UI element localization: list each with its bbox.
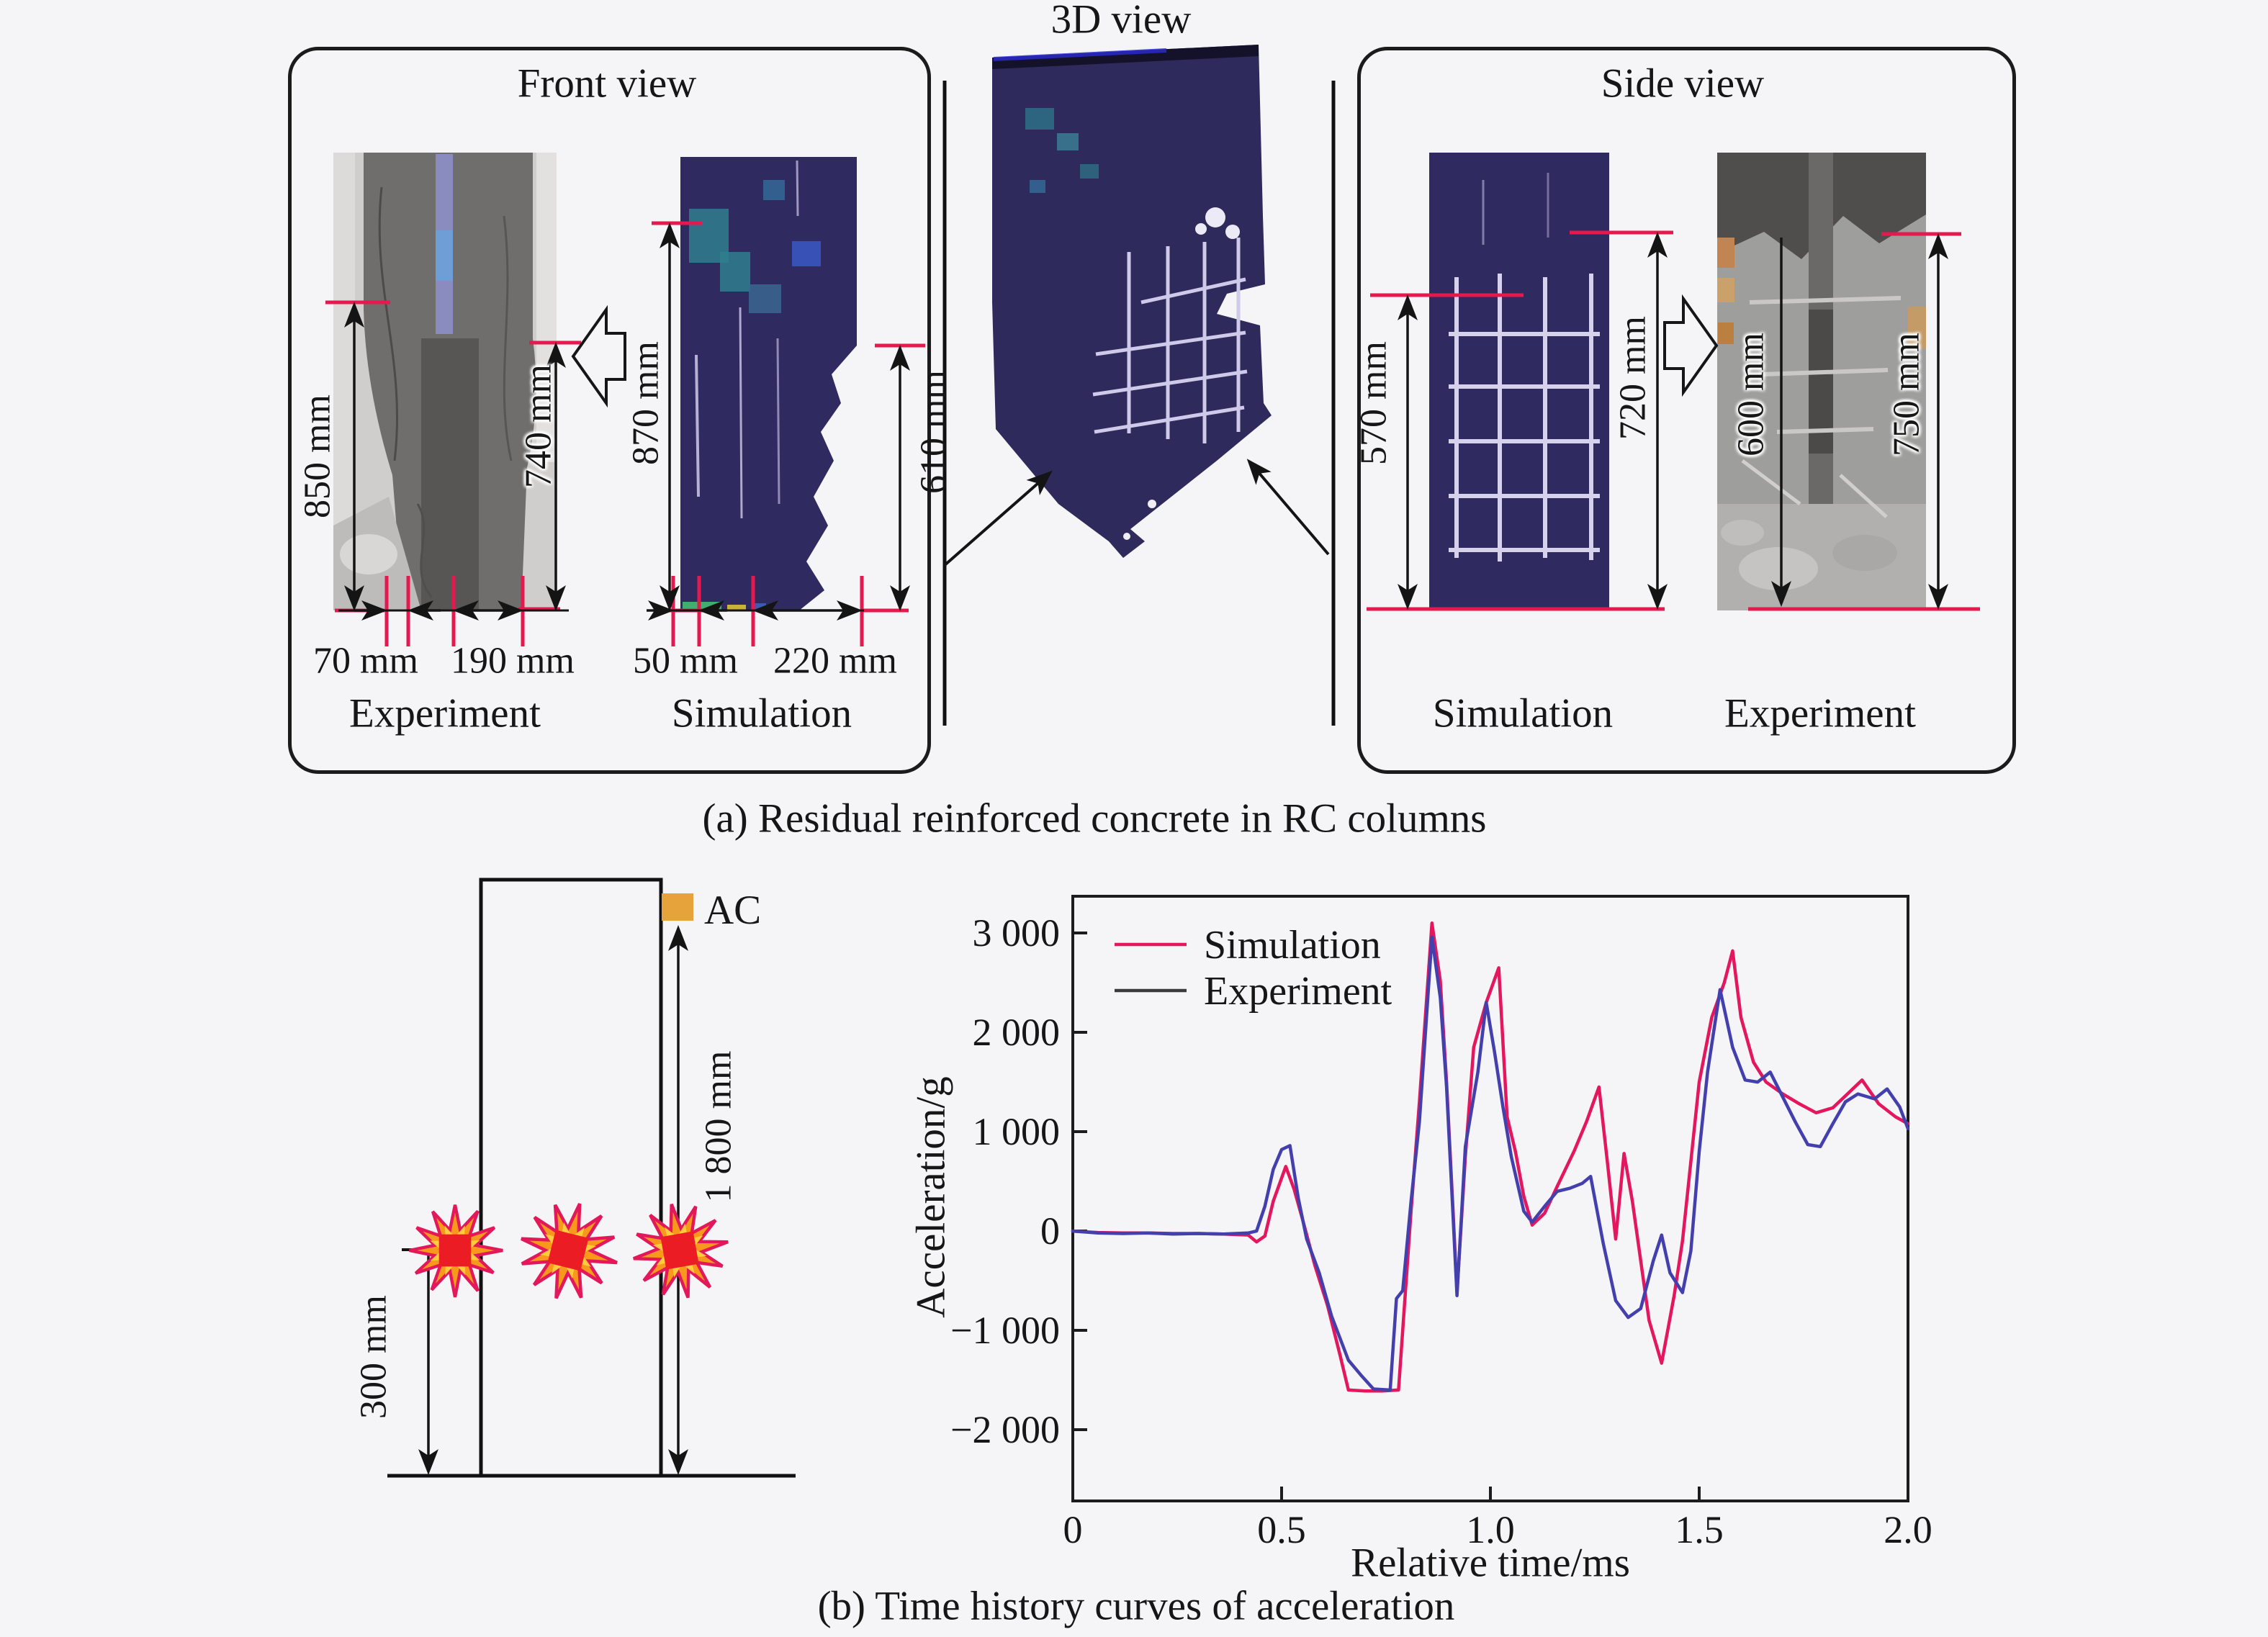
front-simulation-image: [680, 157, 857, 610]
side-simulation-caption: Simulation: [1432, 690, 1614, 736]
three-d-view-title: 3D view: [1050, 0, 1192, 42]
three-d-rebar: [1092, 238, 1248, 443]
x-tick-label: 0: [1063, 1508, 1083, 1551]
schematic-dimension-arrows: [402, 925, 688, 1475]
x-tick-label: 1.5: [1675, 1508, 1724, 1551]
dim-570-label: 570 mm: [1353, 341, 1395, 465]
series-experiment-line: [1071, 935, 1910, 1392]
y-tick-label: −2 000: [950, 1408, 1060, 1451]
dim-50-label: 50 mm: [633, 640, 738, 682]
side-experiment-photo: [1717, 153, 1926, 610]
legend-label: Simulation: [1204, 923, 1381, 968]
y-tick-label: 3 000: [973, 911, 1061, 955]
y-tick-label: −1 000: [950, 1309, 1060, 1352]
dim-220-label: 220 mm: [773, 640, 897, 682]
front-dimension-arrows: [338, 222, 910, 621]
ac-label: AC: [704, 888, 762, 933]
three-d-view-graphics: [942, 45, 1336, 726]
x-tick-label: 0.5: [1257, 1508, 1306, 1551]
dim-750-label: 750 mm: [1886, 333, 1927, 456]
caption-a: (a) Residual reinforced concrete in RC c…: [702, 795, 1487, 842]
side-transfer-arrow-icon: [1663, 294, 1719, 397]
explosion-burst-middle: [510, 1192, 629, 1310]
dim-870-label: 870 mm: [625, 341, 667, 465]
y-tick-label: 0: [1040, 1209, 1060, 1253]
front-experiment-caption: Experiment: [349, 690, 541, 736]
dim-600-label: 600 mm: [1730, 333, 1772, 456]
blast-schematic: [387, 878, 796, 1478]
explosion-burst-right: [626, 1196, 737, 1306]
dim-720-label: 720 mm: [1612, 316, 1654, 440]
side-view-title: Side view: [1601, 60, 1765, 107]
side-view-panel: [1357, 47, 2016, 774]
front-view-panel: [288, 47, 931, 774]
side-simulation-image: [1429, 153, 1609, 610]
side-view-graphics: [1367, 153, 1980, 611]
dim-850-label: 850 mm: [297, 394, 338, 518]
series-simulation-line: [1071, 921, 1910, 1393]
front-experiment-photo: [333, 153, 557, 610]
explosion-burst-left: [410, 1205, 503, 1297]
side-simulation-rebar: [1449, 274, 1600, 562]
three-d-model: [992, 45, 1272, 558]
three-d-pointer-arrows: [942, 459, 1330, 567]
acceleration-chart: 0 0.5 1.0 1.5 2.0 3 000 2 000 1 000 0 −1 000 −2 00…: [950, 895, 1932, 1551]
column-outline: [479, 878, 663, 1478]
dim-70-label: 70 mm: [313, 640, 418, 682]
front-transfer-arrow-icon: [571, 305, 626, 408]
dim-1800-label: 1 800 mm: [698, 1050, 739, 1203]
side-dimension-arrows: [1398, 232, 1948, 610]
accelerometer-marker: [662, 893, 693, 921]
y-tick-label: 2 000: [973, 1011, 1061, 1054]
x-tick-label: 1.0: [1466, 1508, 1515, 1551]
y-tick-label: 1 000: [973, 1110, 1061, 1153]
chart-x-axis-title: Relative time/ms: [1351, 1540, 1630, 1586]
chart-y-axis-title: Acceleration/g: [908, 1076, 954, 1318]
front-simulation-caption: Simulation: [671, 690, 852, 736]
x-tick-label: 2.0: [1884, 1508, 1932, 1551]
caption-b: (b) Time history curves of acceleration: [817, 1583, 1455, 1629]
front-view-title: Front view: [517, 60, 697, 107]
dim-740-label: 740 mm: [518, 364, 559, 488]
dim-300-label: 300 mm: [353, 1295, 395, 1419]
dim-610-label: 610 mm: [913, 370, 955, 494]
side-experiment-caption: Experiment: [1724, 690, 1916, 736]
legend-label: Experiment: [1204, 969, 1392, 1014]
front-view-graphics: [325, 153, 925, 646]
dim-190-label: 190 mm: [451, 640, 575, 682]
